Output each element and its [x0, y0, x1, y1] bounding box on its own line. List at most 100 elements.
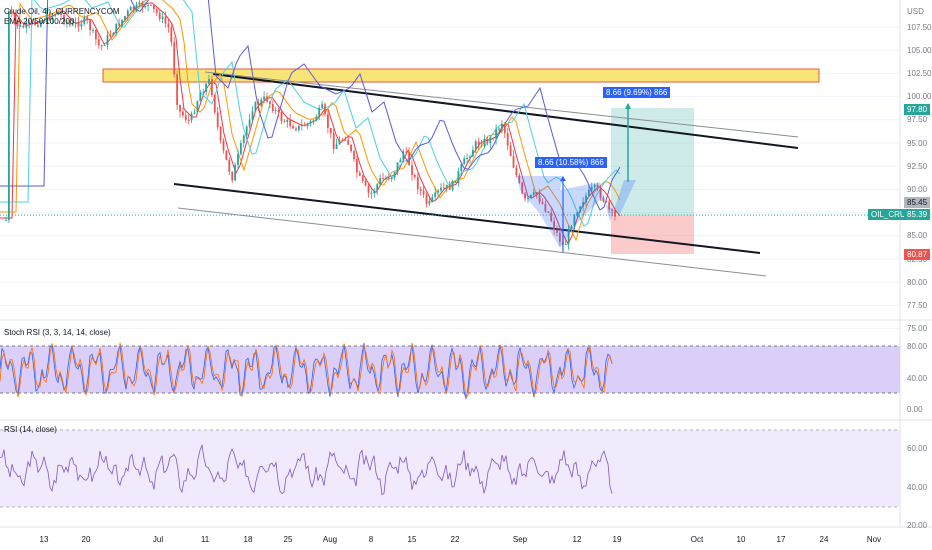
price-axis-label: 100.00 — [907, 92, 932, 102]
candle-body — [161, 16, 164, 19]
candle-body — [158, 12, 161, 19]
candle-body — [283, 121, 286, 123]
price-axis-label: 97.50 — [907, 115, 928, 125]
price-axis-label: 85.00 — [907, 231, 928, 241]
candle-body — [103, 45, 106, 46]
price-axis-label: 80.00 — [907, 277, 928, 287]
candle-body — [126, 10, 129, 17]
candle-body — [170, 27, 173, 43]
candle-body — [271, 104, 274, 111]
candle-body — [466, 157, 468, 159]
candle-body — [222, 140, 225, 151]
candle-body — [414, 175, 416, 177]
candle-body — [173, 42, 176, 75]
candle-body — [564, 243, 567, 245]
candle-body — [434, 192, 437, 197]
stoch-rsi-label[interactable]: Stoch RSI (3, 3, 14, 14, close) — [4, 328, 111, 337]
candle-body — [399, 159, 402, 163]
candle-body — [428, 200, 431, 204]
rsi-label[interactable]: RSI (14, close) — [4, 425, 57, 434]
candle-body — [260, 99, 263, 106]
measure-label-left: 8.66 (10.58%) 866 — [535, 157, 607, 168]
time-axis-label: Jul — [152, 535, 164, 544]
candle-body — [45, 15, 48, 23]
price-axis-label: 90.00 — [907, 184, 928, 194]
candle-body — [176, 74, 178, 105]
time-axis-label: 13 — [39, 535, 49, 544]
candle-body — [550, 212, 553, 222]
candle-body — [86, 16, 89, 21]
price-axis-label: 75.00 — [907, 324, 928, 334]
candle-body — [393, 172, 396, 178]
candle-body — [106, 35, 109, 45]
candle-body — [443, 187, 445, 189]
candle-body — [385, 178, 387, 179]
candle-body — [605, 200, 608, 202]
candle-body — [19, 25, 22, 27]
candle-body — [509, 145, 512, 157]
rsi-line — [0, 443, 613, 496]
time-axis-label: 8 — [368, 535, 374, 544]
candle-body — [353, 151, 355, 160]
candle-body — [37, 24, 39, 27]
candle-body — [8, 11, 10, 221]
candle-body — [518, 175, 521, 183]
candle-body — [167, 23, 170, 28]
stoch-axis-label: 0.00 — [907, 405, 923, 414]
candle-body — [187, 119, 190, 121]
candle-body — [480, 145, 483, 147]
candle-body — [242, 135, 245, 144]
candle-body — [225, 150, 228, 160]
candle-body — [448, 184, 451, 190]
rsi-axis-label: 40.00 — [907, 482, 928, 492]
candle-body — [524, 193, 526, 199]
candle-body — [115, 23, 118, 33]
candle-body — [208, 79, 210, 84]
ema-indicator-label[interactable]: EMA 20/50/100/200 — [4, 17, 75, 26]
candle-body — [63, 14, 65, 23]
candle-body — [266, 96, 268, 102]
candle-body — [300, 125, 303, 127]
candle-body — [547, 211, 550, 213]
candle-body — [280, 112, 283, 122]
candle-body — [445, 184, 448, 188]
candle-body — [460, 164, 463, 172]
stop-price-tag: 80.87 — [904, 249, 931, 260]
candle-body — [544, 203, 547, 212]
chart-title[interactable]: Crude Oil, 4h, CURRENCYCOM — [4, 7, 120, 16]
candle-body — [68, 22, 71, 26]
stoch-k-line — [0, 342, 613, 400]
candle-body — [269, 101, 271, 104]
candle-body — [306, 123, 309, 127]
price-axis-label: 77.50 — [907, 300, 928, 310]
candle-body — [28, 22, 31, 24]
candle-body — [495, 129, 497, 139]
candle-body — [263, 96, 265, 100]
candle-body — [231, 171, 234, 181]
candle-body — [132, 6, 135, 10]
candle-body — [532, 192, 535, 195]
candle-body — [472, 150, 474, 157]
candle-body — [335, 144, 338, 149]
candle-body — [34, 21, 36, 25]
ema200-line — [0, 0, 621, 211]
stop-zone — [611, 215, 694, 254]
candle-body — [437, 190, 439, 193]
candle-body — [92, 30, 94, 32]
channel-outer-lower-line — [177, 207, 767, 277]
time-axis-label: Oct — [690, 535, 704, 544]
candle-body — [312, 120, 315, 122]
candle-body — [390, 177, 393, 180]
candle-body — [382, 178, 384, 179]
candle-body — [588, 189, 590, 196]
candle-body — [492, 137, 495, 139]
candle-body — [190, 113, 193, 121]
time-axis-label: Aug — [322, 535, 338, 544]
candle-body — [54, 14, 57, 16]
candle-body — [556, 229, 558, 233]
candle-body — [573, 215, 576, 227]
candle-body — [13, 13, 16, 21]
candle-body — [295, 128, 297, 131]
